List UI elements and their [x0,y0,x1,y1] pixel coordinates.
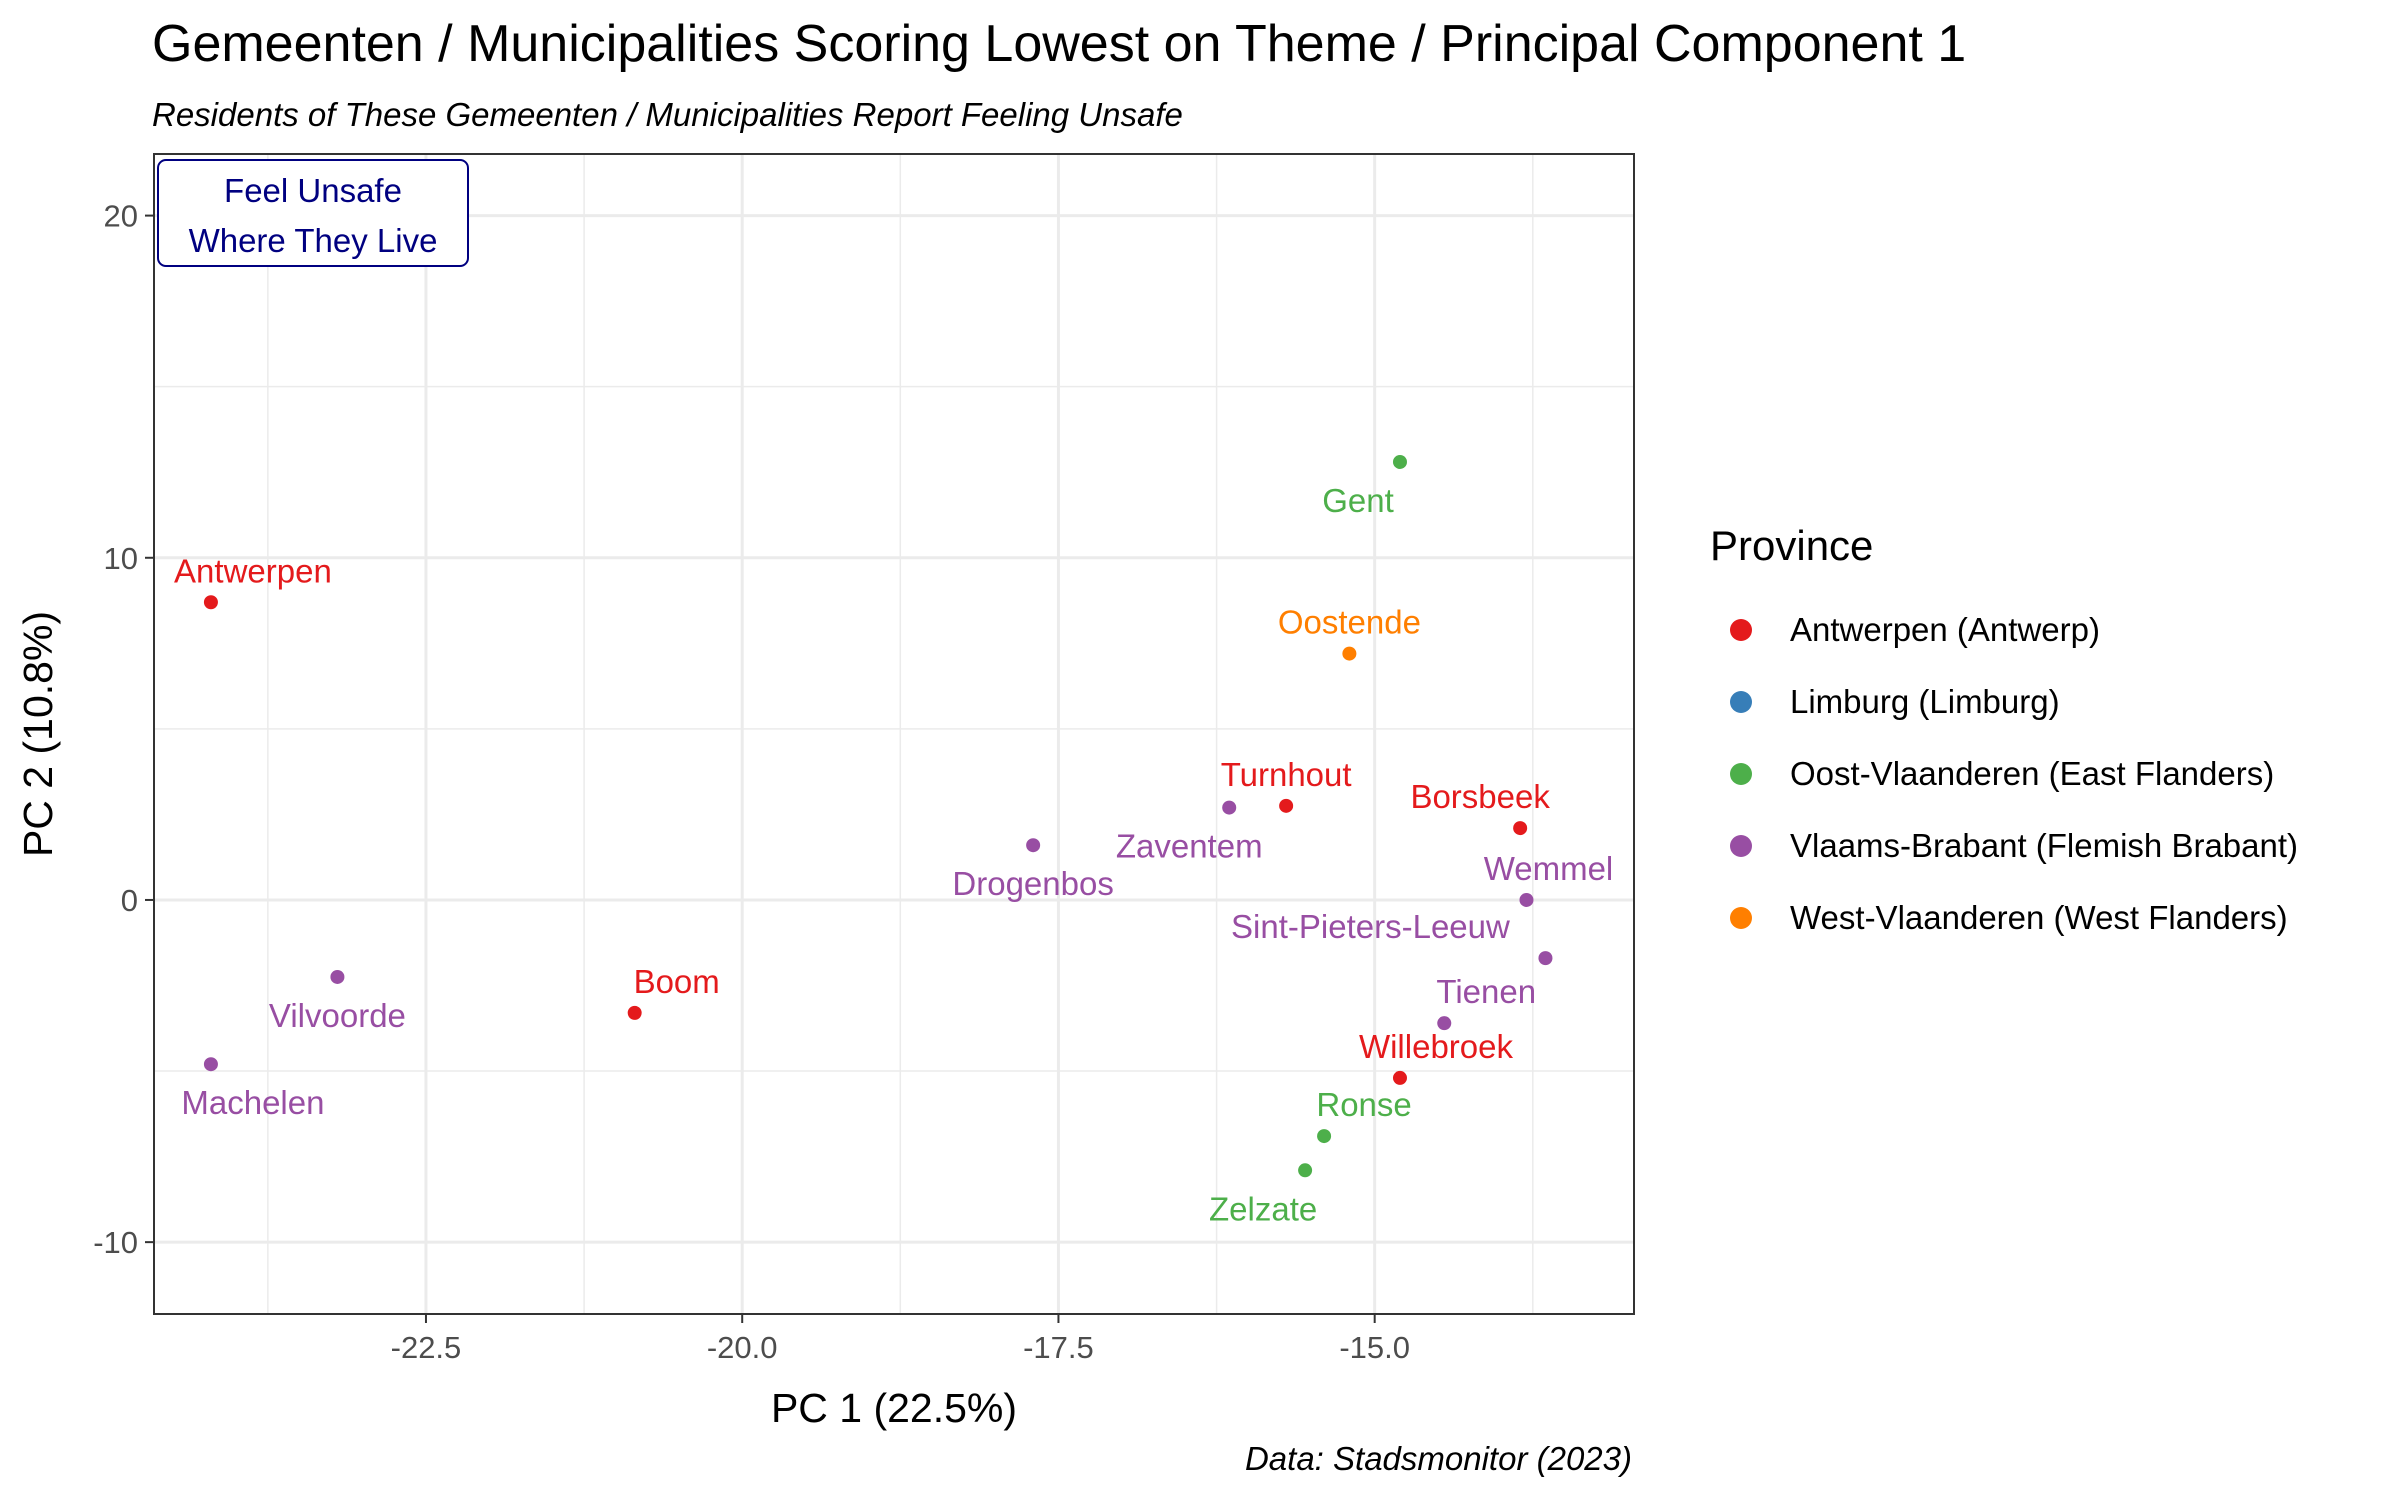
point-label: Sint-Pieters-Leeuw [1231,908,1510,945]
x-tick-label: -22.5 [391,1330,462,1365]
legend-item: Vlaams-Brabant (Flemish Brabant) [1710,810,2298,882]
data-points [203,454,1553,1178]
point-label: Antwerpen [174,552,332,589]
data-point [1538,951,1553,966]
data-point [1437,1016,1452,1031]
x-tick-label: -17.5 [1023,1330,1094,1365]
x-tick-label: -15.0 [1339,1330,1410,1365]
chart-subtitle: Residents of These Gemeenten / Municipal… [152,96,1183,133]
point-label: Ronse [1316,1086,1411,1123]
data-point [1298,1163,1313,1178]
data-point [1513,821,1528,836]
point-label: Gent [1322,482,1394,519]
data-point [1222,800,1237,815]
legend-key-dot [1730,691,1752,713]
data-point [1279,798,1294,813]
annotation-box: Feel Unsafe Where They Live [157,159,469,267]
y-tick-label: 10 [104,541,138,576]
data-point [1392,454,1407,469]
legend-item: Limburg (Limburg) [1710,666,2298,738]
data-point [627,1005,642,1020]
legend-item-label: Antwerpen (Antwerp) [1790,611,2100,648]
data-point [1392,1070,1407,1085]
x-tick-label: -20.0 [707,1330,778,1365]
point-label: Zelzate [1209,1190,1317,1227]
legend-items: Antwerpen (Antwerp) Limburg (Limburg) Oost… [1710,594,2298,954]
grid-major [154,154,1634,1314]
point-label: Boom [634,963,720,1000]
legend-item: Oost-Vlaanderen (East Flanders) [1710,738,2298,810]
point-label: Drogenbos [952,865,1113,902]
legend-item-label: Oost-Vlaanderen (East Flanders) [1790,755,2275,792]
y-tick-label: 20 [104,199,138,234]
point-label: Turnhout [1221,756,1352,793]
legend-item: West-Vlaanderen (West Flanders) [1710,882,2298,954]
chart-title: Gemeenten / Municipalities Scoring Lowes… [152,15,1967,73]
legend-item-label: West-Vlaanderen (West Flanders) [1790,899,2288,936]
point-label: Wemmel [1484,850,1614,887]
legend-item-label: Limburg (Limburg) [1790,683,2060,720]
point-label: Oostende [1278,604,1421,641]
annotation-text: Feel Unsafe Where They Live [189,172,438,259]
point-label: Willebroek [1359,1028,1514,1065]
data-point [1519,892,1534,907]
legend-key-dot [1730,835,1752,857]
data-point [330,969,345,984]
y-axis: -10 0 10 20 [93,199,154,1260]
legend-key-dot [1730,763,1752,785]
data-point [1026,838,1041,853]
point-label: Zaventem [1116,828,1263,865]
point-label: Machelen [181,1084,324,1121]
data-point [203,595,218,610]
point-label: Vilvoorde [269,997,406,1034]
point-label: Borsbeek [1410,778,1550,815]
point-labels: Antwerpen Gent Oostende Turnhout Zaventem Bor… [174,482,1613,1227]
legend-title: Province [1710,522,1874,569]
y-tick-label: -10 [93,1225,138,1260]
panel-border [153,153,1635,1315]
data-point [1342,646,1357,661]
data-point [203,1057,218,1072]
chart-caption: Data: Stadsmonitor (2023) [1244,1440,1632,1477]
legend: Province Antwerpen (Antwerp) Limburg (Lim… [1710,522,2298,954]
x-axis-label: PC 1 (22.5%) [771,1385,1017,1431]
legend-key-dot [1730,907,1752,929]
legend-item: Antwerpen (Antwerp) [1710,594,2298,666]
y-axis-label: PC 2 (10.8%) [15,611,61,857]
grid-minor [154,154,1634,1314]
legend-key-dot [1730,619,1752,641]
x-axis: -22.5 -20.0 -17.5 -15.0 [391,1314,1410,1365]
y-tick-label: 0 [121,883,138,918]
point-label: Tienen [1436,973,1536,1010]
data-point [1317,1129,1332,1144]
legend-item-label: Vlaams-Brabant (Flemish Brabant) [1790,827,2299,864]
annotation-frame [157,159,469,267]
